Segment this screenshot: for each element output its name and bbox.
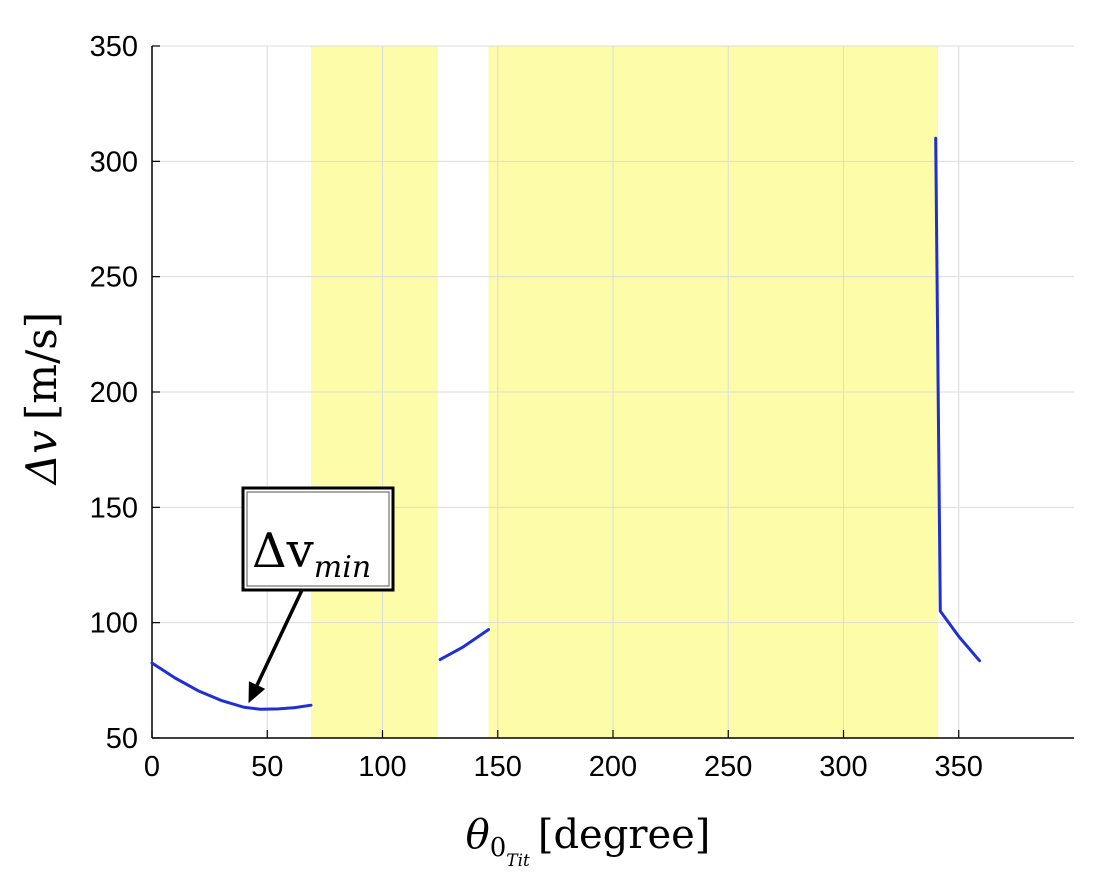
tick-labels: 0 50 100 150 200 250 300 3505010015020025030035… <box>90 31 983 783</box>
x-axis-unit: [degree] <box>538 812 711 858</box>
y-axis-unit: [m/s] <box>17 312 66 420</box>
x-axis-symbol: θ <box>466 812 490 858</box>
y-axis-symbol: Δv <box>17 430 66 486</box>
x-tick-label: 300 <box>819 751 867 783</box>
x-tick-label: 50 <box>251 751 283 783</box>
annotation-arrowhead <box>248 681 266 704</box>
x-tick-label: 350 <box>935 751 983 783</box>
y-axis-title: Δv [m/s] <box>17 312 66 486</box>
annotation-label: Δvmin <box>252 523 371 585</box>
series-line <box>150 136 981 711</box>
y-tick-label: 300 <box>90 146 138 178</box>
x-axis-sub1: 0 <box>490 833 507 863</box>
grid <box>152 45 1074 738</box>
annotation-main: Δv <box>252 523 314 579</box>
y-tick-label: 50 <box>106 723 138 755</box>
y-tick-label: 350 <box>90 31 138 63</box>
annotation-sub: min <box>314 550 371 585</box>
x-tick-label: 100 <box>358 751 406 783</box>
y-tick-label: 200 <box>90 377 138 409</box>
x-tick-label: 0 <box>144 751 160 783</box>
series-segment-1 <box>150 661 313 711</box>
y-tick-label: 250 <box>90 262 138 294</box>
x-tick-label: 150 <box>474 751 522 783</box>
x-tick-label: 250 <box>704 751 752 783</box>
x-axis-title: θ0Tit [degree] <box>466 812 711 871</box>
x-tick-label: 200 <box>589 751 637 783</box>
series-segment-3 <box>934 136 981 663</box>
x-axis-sub2: Tit <box>506 851 530 871</box>
y-tick-label: 100 <box>90 608 138 640</box>
annotation: Δvmin <box>241 486 395 704</box>
annotation-arrow <box>255 589 304 686</box>
y-tick-label: 150 <box>90 492 138 524</box>
series-segment-2 <box>438 628 490 662</box>
